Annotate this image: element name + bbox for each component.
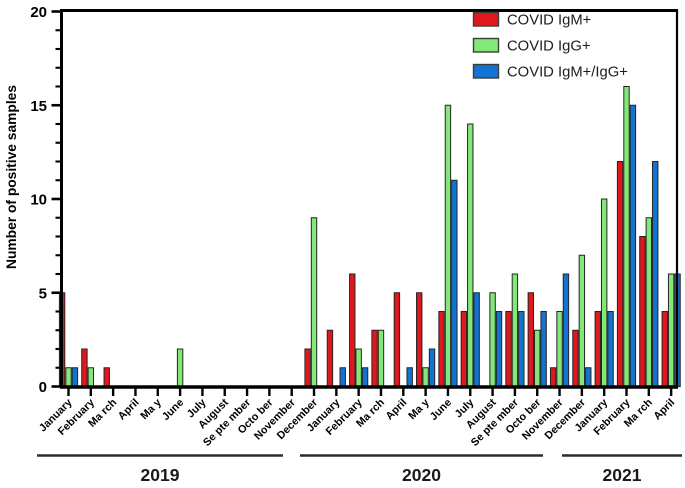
bar (451, 179, 458, 387)
x-tick-label: June (160, 397, 186, 423)
x-tick-label: Ma y (138, 397, 163, 422)
bar (556, 311, 563, 387)
y-tick-label: 20 (30, 4, 47, 21)
year-label: 2021 (603, 465, 642, 485)
y-tick-label: 15 (30, 98, 47, 115)
bar (377, 329, 385, 387)
bar (326, 329, 334, 387)
bar (511, 273, 519, 387)
bar (639, 236, 646, 387)
x-tick-label: Ma y (406, 397, 431, 422)
green-swatch (472, 37, 500, 53)
bar (428, 348, 436, 387)
x-tick-label: April (384, 397, 410, 423)
bar (594, 311, 601, 387)
bar (489, 292, 496, 387)
bar (310, 217, 318, 387)
bar (355, 348, 362, 387)
bar (416, 292, 423, 387)
bar (87, 367, 95, 387)
legend-label: COVID IgM+/IgG+ (507, 65, 628, 81)
series-igm (58, 161, 668, 387)
bar (505, 311, 512, 387)
y-tick-label: 10 (30, 192, 47, 209)
bar (562, 273, 570, 387)
bar (71, 367, 79, 387)
bar (65, 367, 72, 387)
bar (422, 367, 429, 387)
legend-label: COVID IgM+ (507, 13, 591, 29)
bar (393, 292, 401, 387)
legend-label: COVID IgG+ (507, 39, 590, 55)
y-tick-label: 5 (39, 285, 47, 302)
series-igg (65, 86, 675, 387)
year-label: 2020 (402, 465, 441, 485)
x-tick-label: April (651, 397, 677, 423)
bar (495, 311, 503, 387)
bar (652, 161, 659, 387)
bar (361, 367, 369, 387)
year-label: 2019 (141, 465, 180, 485)
bar (103, 367, 110, 387)
y-axis-title: Number of positive samples (4, 85, 19, 269)
bar (460, 311, 468, 387)
bar (349, 273, 356, 387)
blue-swatch (472, 63, 500, 79)
bar (406, 367, 413, 387)
red-swatch (472, 11, 500, 27)
x-tick-label: June (428, 397, 454, 423)
bar (81, 348, 88, 387)
bar (585, 367, 592, 387)
bar (549, 367, 557, 387)
x-tick-label: April (116, 397, 142, 423)
bar (438, 311, 445, 387)
bar (518, 311, 525, 387)
bar (444, 104, 452, 387)
bar (176, 348, 184, 387)
bar (629, 104, 637, 387)
bar (304, 348, 311, 387)
bar (371, 329, 378, 387)
bar (600, 198, 608, 387)
series-igm-igg (71, 104, 681, 387)
bar (473, 292, 480, 387)
bar (616, 161, 624, 387)
y-tick-label: 0 (39, 379, 47, 396)
bar (623, 86, 630, 387)
bar (661, 311, 668, 387)
bar (645, 217, 653, 387)
bar (534, 329, 541, 387)
bar (339, 367, 346, 387)
bar (607, 311, 614, 387)
bar (667, 273, 675, 387)
bar (572, 329, 579, 387)
bar (540, 311, 547, 387)
bar (578, 254, 586, 387)
bar (467, 123, 474, 387)
bar (527, 292, 535, 387)
